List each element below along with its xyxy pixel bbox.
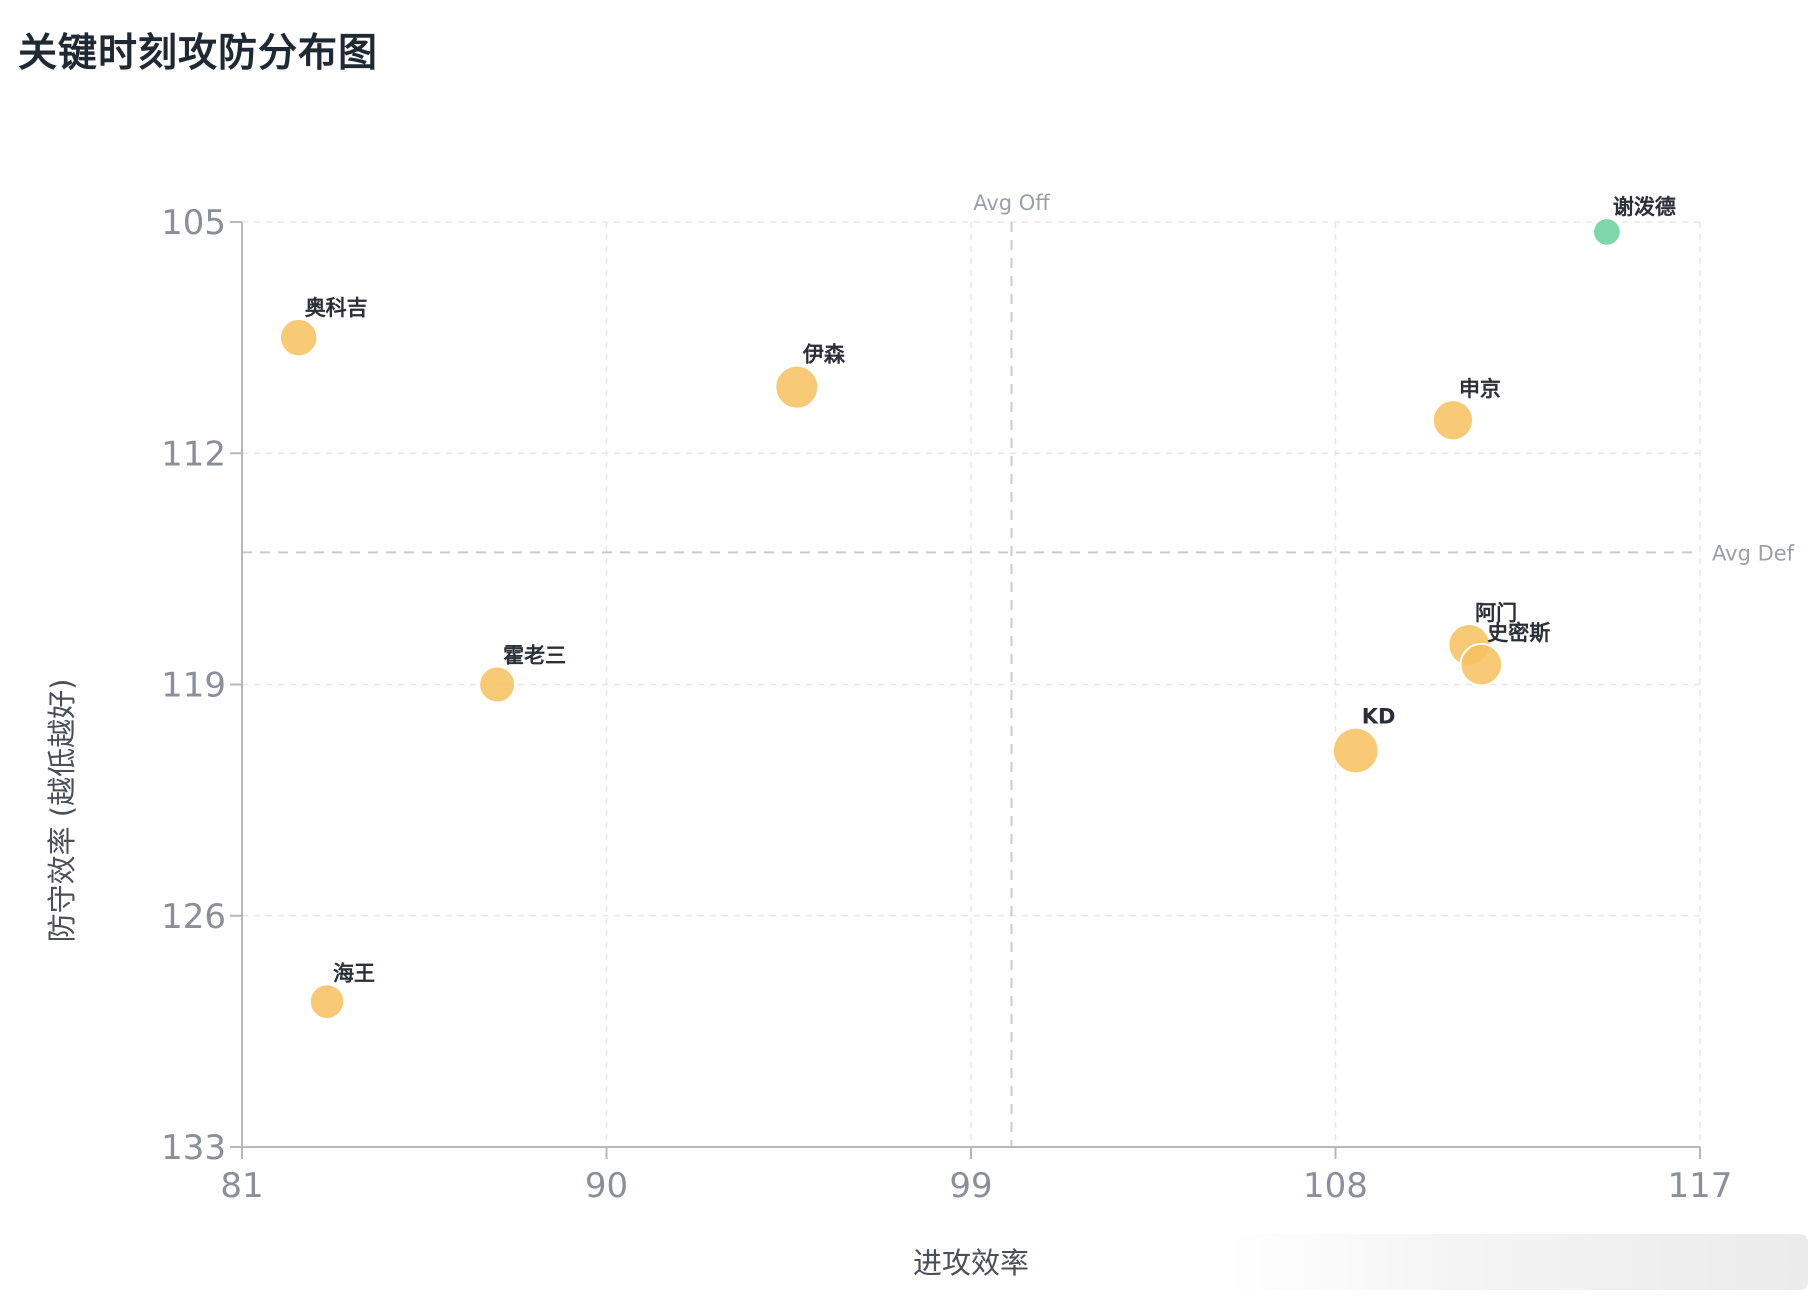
point-label-2: 申京 [1459, 377, 1501, 401]
reference-lines: Avg Off Avg Def [242, 191, 1795, 1147]
y-tick-label-0: 105 [161, 203, 226, 243]
y-tick-label-3: 126 [161, 897, 226, 937]
point-label-0: 奥科吉 [305, 296, 368, 320]
watermark-overlay [1228, 1234, 1808, 1290]
data-point-5[interactable] [1459, 642, 1504, 687]
point-label-7: KD [1362, 705, 1396, 729]
point-label-3: 谢泼德 [1613, 195, 1676, 219]
y-tick-label-4: 133 [161, 1128, 226, 1168]
data-point-7[interactable] [1331, 726, 1380, 775]
data-point-3[interactable] [1592, 217, 1622, 247]
point-label-8: 海王 [333, 961, 375, 985]
ref-label-avg-off: Avg Off [973, 191, 1050, 215]
point-label-5: 史密斯 [1487, 621, 1550, 645]
data-point-1[interactable] [774, 364, 820, 410]
x-tick-label-0: 81 [220, 1166, 263, 1206]
x-tick-label-1: 90 [585, 1166, 628, 1206]
y-tick-label-1: 112 [161, 434, 226, 474]
data-point-0[interactable] [279, 317, 319, 358]
point-label-1: 伊森 [802, 343, 846, 367]
point-label-4: 阿门 [1475, 601, 1517, 625]
x-tick-label-4: 117 [1668, 1166, 1733, 1206]
y-tick-label-2: 119 [161, 666, 226, 706]
x-tick-label-3: 108 [1303, 1166, 1368, 1206]
data-point-6[interactable] [478, 665, 517, 704]
page-title: 关键时刻攻防分布图 [18, 31, 379, 76]
ref-label-avg-def: Avg Def [1712, 541, 1795, 565]
y-axis-title: 防守效率 (越低越好) [45, 679, 79, 943]
x-tick-label-2: 99 [949, 1166, 992, 1206]
data-point-8[interactable] [308, 983, 346, 1020]
data-point-2[interactable] [1431, 399, 1475, 442]
x-axis-title: 进攻效率 [913, 1246, 1029, 1280]
point-label-6: 霍老三 [503, 644, 566, 668]
data-points [279, 217, 1622, 1020]
